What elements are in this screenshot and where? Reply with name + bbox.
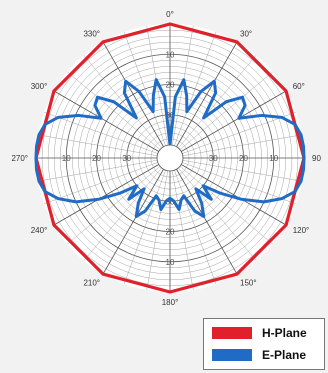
series-layer — [34, 22, 306, 294]
radial-spoke — [83, 55, 162, 149]
radial-spoke — [53, 164, 159, 226]
legend-item-h-plane: H-Plane — [212, 324, 307, 342]
legend-swatch-h-plane — [212, 327, 252, 339]
radial-spoke — [181, 90, 287, 152]
ring-label: 10 — [62, 154, 71, 163]
legend-item-e-plane: E-Plane — [212, 346, 306, 364]
radial-spoke — [123, 32, 166, 146]
angle-label: 330° — [83, 29, 100, 38]
ring-label: 20 — [166, 228, 175, 237]
angle-labels: 0° 30° 60° 90 120° 150° 180° 210° 240° 270° 300° 33… — [11, 10, 321, 307]
angle-label: 0° — [166, 10, 174, 19]
angle-label: 270° — [11, 154, 28, 163]
angle-label: 180° — [162, 298, 179, 307]
radial-spoke — [123, 170, 166, 284]
radial-spoke — [146, 25, 168, 146]
radial-spoke — [176, 169, 238, 275]
ring-label: 30 — [122, 154, 131, 163]
angle-label: 300° — [31, 82, 48, 91]
radial-spoke — [102, 169, 164, 275]
radial-spoke — [179, 166, 273, 245]
polar-chart: 10 10 10 10 20 20 20 20 30 30 30 30 0° 30° 60° 90 120° 1… — [11, 10, 321, 307]
radial-spoke — [102, 41, 164, 147]
radial-spoke — [181, 164, 287, 226]
angle-label: 60° — [293, 82, 305, 91]
radial-spoke — [67, 166, 161, 245]
radial-spoke — [176, 41, 238, 147]
radial-spoke — [179, 71, 273, 150]
radial-spoke — [83, 167, 162, 261]
radial-spoke — [174, 170, 217, 284]
radial-spoke — [37, 134, 158, 156]
angle-label: 210° — [83, 279, 100, 288]
radial-spoke — [172, 25, 194, 146]
radial-spoke — [37, 160, 158, 182]
ring-label: 30 — [166, 197, 175, 206]
legend-label-e-plane: E-Plane — [262, 348, 307, 362]
radial-spoke — [178, 167, 257, 261]
radial-spoke — [44, 162, 158, 205]
legend-swatch-e-plane — [212, 349, 252, 361]
ring-label: 10 — [166, 50, 175, 59]
ring-label: 30 — [209, 154, 218, 163]
ring-label: 20 — [166, 81, 175, 90]
series-line-e-plane — [34, 78, 306, 218]
center-hole — [156, 144, 184, 172]
ring-labels: 10 10 10 10 20 20 20 20 30 30 30 30 — [62, 50, 279, 267]
angle-label: 120° — [293, 226, 310, 235]
angle-label: 90 — [312, 154, 321, 163]
radial-spoke — [182, 134, 303, 156]
radial-spoke — [182, 162, 296, 205]
radial-spoke — [182, 111, 296, 154]
legend-label-h-plane: H-Plane — [262, 326, 307, 340]
angle-label: 150° — [240, 279, 257, 288]
legend: H-Plane E-Plane — [203, 318, 325, 370]
ring-label: 20 — [92, 154, 101, 163]
radial-spoke — [182, 160, 303, 182]
ring-label: 20 — [239, 154, 248, 163]
radial-spoke — [44, 111, 158, 154]
angle-label: 240° — [31, 226, 48, 235]
series-line-h-plane — [34, 22, 306, 294]
radial-spoke — [53, 90, 159, 152]
radial-spoke — [67, 71, 161, 150]
ring-label: 10 — [269, 154, 278, 163]
angle-label: 30° — [240, 29, 252, 38]
radial-spoke — [172, 170, 194, 291]
radial-spoke — [174, 32, 217, 146]
radial-spoke — [178, 55, 257, 149]
ring-label: 30 — [166, 111, 175, 120]
ring-label: 10 — [166, 258, 175, 267]
radial-spoke — [146, 170, 168, 291]
